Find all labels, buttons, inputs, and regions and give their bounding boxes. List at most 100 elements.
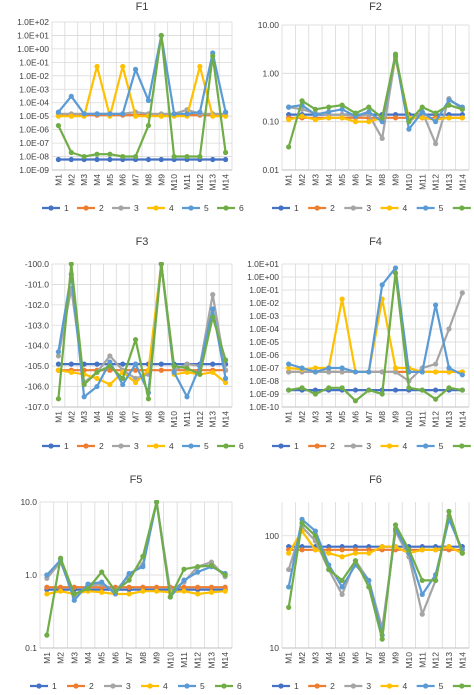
x-tick-label: M13 — [206, 652, 216, 669]
data-point — [366, 577, 372, 584]
x-tick-label: M10 — [404, 411, 414, 428]
data-point — [446, 97, 452, 103]
legend-label: 1 — [64, 441, 69, 451]
data-point — [286, 104, 292, 110]
data-point — [286, 369, 292, 375]
data-point — [299, 98, 305, 104]
x-tick-label: M9 — [391, 652, 401, 664]
legend-marker — [223, 205, 229, 211]
data-point — [184, 361, 190, 367]
data-point — [312, 117, 318, 123]
data-point — [208, 589, 215, 595]
series-6 — [44, 500, 228, 638]
data-point — [210, 156, 216, 163]
legend-label: 1 — [294, 681, 299, 691]
x-tick-label: M8 — [377, 652, 387, 664]
legend-label: 1 — [64, 203, 69, 213]
legend-marker — [350, 443, 356, 449]
data-point — [352, 369, 359, 375]
data-point — [379, 282, 385, 288]
x-tick-label: M14 — [220, 652, 230, 669]
y-tick-label: 1.0E-09 — [249, 389, 279, 399]
data-point — [339, 106, 345, 112]
legend-marker — [423, 205, 429, 211]
data-point — [312, 387, 318, 393]
data-point — [379, 391, 385, 397]
data-point — [286, 365, 292, 371]
data-point — [158, 361, 164, 367]
data-point — [379, 636, 385, 642]
data-point — [312, 533, 318, 539]
data-point — [419, 611, 425, 617]
data-point — [459, 550, 465, 556]
x-tick-label: M7 — [131, 174, 141, 186]
data-point — [433, 141, 439, 147]
data-point — [299, 547, 305, 553]
legend-marker — [459, 443, 465, 449]
legend-label: 5 — [439, 203, 444, 213]
data-point — [392, 365, 399, 371]
data-point — [171, 369, 177, 375]
data-point — [222, 109, 229, 115]
x-tick-label: M6 — [350, 174, 360, 186]
data-point — [120, 63, 126, 70]
data-point — [392, 522, 399, 528]
data-point — [184, 365, 190, 371]
y-tick-label: 1.0E-08 — [249, 376, 279, 386]
legend-label: 6 — [239, 441, 244, 451]
data-point — [158, 367, 164, 373]
x-tick-label: M13 — [444, 411, 454, 428]
y-tick-label: 1.0E-10 — [249, 402, 279, 412]
y-tick-label: -101.0 — [25, 279, 49, 289]
data-point — [312, 112, 318, 118]
legend-marker — [386, 683, 393, 689]
data-point — [222, 357, 229, 363]
legend-marker — [83, 205, 89, 211]
data-point — [55, 396, 62, 402]
data-point — [120, 153, 126, 160]
x-tick-label: M5 — [337, 652, 347, 664]
data-point — [326, 104, 332, 110]
data-point — [446, 544, 452, 550]
y-tick-label: 1.0E-04 — [249, 324, 279, 334]
y-tick-label: 1.0E-07 — [249, 363, 279, 373]
y-tick-label: 1.0E+00 — [17, 44, 49, 54]
data-point — [71, 591, 77, 597]
data-point — [326, 385, 332, 391]
data-point — [339, 102, 345, 108]
data-point — [446, 102, 452, 108]
x-tick-label: M6 — [118, 411, 128, 423]
x-tick-label: M1 — [284, 652, 294, 664]
data-point — [184, 394, 190, 400]
x-tick-label: M12 — [431, 652, 441, 669]
data-point — [94, 151, 100, 157]
x-tick-label: M1 — [42, 652, 52, 664]
data-point — [112, 588, 119, 594]
x-tick-label: M3 — [69, 652, 79, 664]
y-tick-label: 0.1 — [25, 643, 37, 653]
data-point — [419, 115, 425, 121]
data-point — [299, 516, 305, 522]
data-point — [459, 387, 465, 393]
legend-marker — [459, 205, 465, 211]
data-point — [286, 387, 292, 393]
data-point — [107, 363, 113, 369]
data-point — [352, 558, 359, 564]
data-point — [145, 156, 152, 163]
y-tick-label: -102.0 — [25, 300, 49, 310]
legend-label: 3 — [366, 441, 371, 451]
legend-marker — [350, 683, 356, 689]
data-point — [126, 591, 132, 597]
chart-title: F5 — [130, 474, 143, 486]
data-point — [55, 113, 62, 119]
series-5 — [286, 265, 465, 378]
data-point — [158, 113, 164, 119]
data-point — [339, 385, 345, 391]
data-point — [99, 579, 105, 585]
series-6 — [55, 32, 229, 160]
y-tick-label: 1.0E-01 — [249, 285, 279, 295]
x-tick-label: M7 — [124, 652, 134, 664]
data-point — [379, 544, 385, 550]
data-point — [120, 361, 126, 367]
